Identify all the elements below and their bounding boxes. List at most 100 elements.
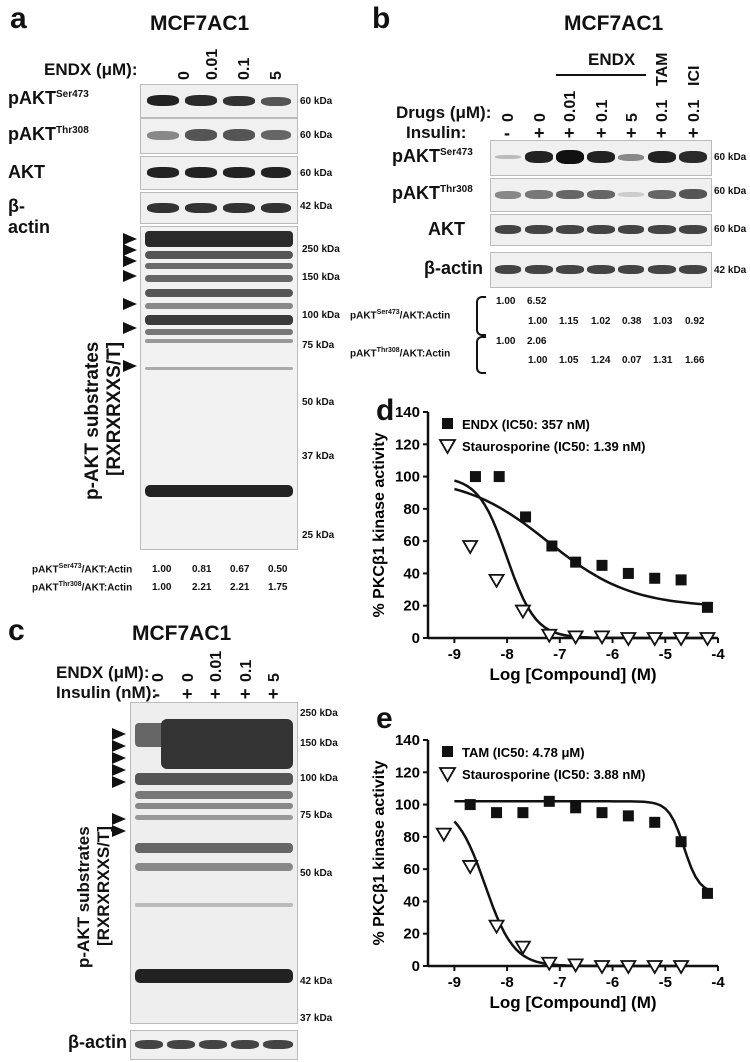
square-marker [543, 795, 555, 807]
y-tick-label: 100 [395, 469, 420, 486]
panel-b-drug-lane-3: 0.1 [594, 99, 611, 122]
panel-c-marker-150: 150 kDa [300, 738, 338, 749]
legend-square-icon [442, 746, 453, 757]
x-tick-label: -5 [659, 974, 672, 991]
y-tick-label: 20 [403, 926, 420, 943]
panel-a-quant-1-2: 0.67 [230, 564, 250, 575]
panel-a-marker-250: 250 kDa [302, 244, 340, 255]
panel-b-q2-r2-4: 1.31 [653, 355, 673, 366]
triangle-marker [514, 604, 532, 620]
square-marker [520, 511, 532, 523]
panel-b-drugs-header: Drugs (μM): [396, 103, 492, 122]
panel-b-bracket-2 [476, 336, 486, 374]
legend-triangle-icon [438, 767, 457, 783]
chart-e: 0 20 40 60 80 100 120 140 -9 -8 -7 -6 -5 -4 Log [Compo… [371, 732, 725, 1012]
y-tick-label: 100 [395, 797, 420, 814]
panel-b-q1-r1-0: 1.00 [496, 296, 516, 307]
panel-a-blot-label-pakt-ser473: pAKTSer473 [8, 88, 89, 108]
x-tick-label: -4 [711, 646, 725, 663]
triangle-marker [593, 960, 611, 975]
panel-c-lane-1: 0 [180, 673, 197, 682]
panel-a-label: a [10, 2, 27, 35]
panel-b-top-lane-ici: ICI [686, 65, 703, 86]
panel-c-lane-2: 0.01 [208, 650, 225, 682]
panel-b-mw-1: 60 kDa [714, 152, 747, 163]
panel-b-title: MCF7AC1 [564, 12, 664, 35]
panel-b-blot-akt [490, 214, 712, 246]
triangle-marker [487, 573, 506, 589]
panel-a-mw-1: 60 kDa [300, 96, 333, 107]
panel-b-ins-1: + [534, 123, 545, 143]
panel-b-quant-label-thr308: pAKTThr308/AKT:Actin [350, 347, 451, 360]
panel-b-blot-label-actin: β-actin [424, 258, 483, 278]
panel-c-ins-4: + [268, 684, 279, 704]
panel-b-blot-actin [490, 252, 712, 288]
panel-a-endx-header: ENDX (μM): [44, 60, 138, 79]
square-marker [469, 471, 481, 483]
legend-triangle-icon [438, 439, 457, 455]
x-tick-label: -7 [553, 974, 566, 991]
panel-a-quant-1-1: 0.81 [192, 564, 212, 575]
panel-a-mw-3: 60 kDa [300, 168, 333, 179]
panel-b-q1-r2-0: 1.00 [528, 316, 548, 327]
legend-label: Staurosporine (IC50: 3.88 nM) [462, 767, 645, 782]
panel-a-quant-1-3: 0.50 [268, 564, 288, 575]
square-marker [546, 540, 558, 552]
y-tick-label: 60 [403, 533, 420, 550]
panel-c-blot-substrates [130, 702, 298, 1024]
y-axis-label: % PKCβ1 kinase activity [371, 760, 388, 945]
panel-a-lane-3: 5 [268, 71, 285, 80]
panel-a-marker-50: 50 kDa [302, 397, 335, 408]
chart-d: 0 20 40 60 80 100 120 140 -9 -8 -7 -6 -5 -4 Log [Compo… [371, 404, 725, 684]
triangle-marker [540, 628, 558, 644]
square-marker [675, 574, 687, 586]
panel-a-blot-substrates [140, 226, 298, 550]
panel-b-endx-bar [556, 74, 646, 76]
panel-a-marker-100: 100 kDa [302, 310, 340, 321]
panel-c-endx-header: ENDX (μM): [56, 663, 150, 682]
legend-label: TAM (IC50: 4.78 μM) [462, 745, 585, 760]
panel-b-q1-r2-4: 1.03 [653, 316, 673, 327]
panel-c-lane-3: 0.1 [238, 659, 255, 682]
square-marker [570, 802, 582, 814]
square-marker [622, 567, 634, 579]
y-tick-label: 0 [412, 958, 420, 975]
triangle-marker [646, 632, 664, 647]
triangle-marker [698, 632, 717, 647]
panel-b-q1-r1-1: 6.52 [527, 296, 547, 307]
panel-b-blot-pakt-ser473 [490, 140, 712, 176]
panel-b-q2-r1-0: 1.00 [496, 336, 516, 347]
panel-c-label: c [8, 614, 25, 647]
panel-b-ins-6: + [688, 123, 699, 143]
y-tick-label: 20 [403, 598, 420, 615]
panel-c-ins-0: - [154, 684, 160, 704]
square-marker [675, 836, 687, 848]
triangle-marker [619, 632, 637, 647]
panel-c-actin-label: β-actin [68, 1032, 127, 1052]
panel-b-endx-group: ENDX [588, 50, 636, 69]
fit-curve-0 [454, 800, 714, 893]
panel-a-lane-2: 0.1 [236, 57, 253, 80]
square-marker [493, 471, 505, 483]
triangle-marker [672, 632, 690, 647]
panel-c-marker-75: 75 kDa [300, 810, 333, 821]
triangle-marker [540, 956, 558, 972]
panel-a-quant-2-2: 2.21 [230, 582, 250, 593]
x-tick-label: -5 [659, 646, 672, 663]
panel-a-marker-25: 25 kDa [302, 530, 335, 541]
panel-a-marker-37: 37 kDa [302, 451, 335, 462]
panel-c-ins-3: + [240, 684, 251, 704]
panel-b-q2-r2-3: 0.07 [622, 355, 642, 366]
panel-b-mw-4: 42 kDa [714, 265, 747, 276]
square-marker [701, 887, 713, 899]
panel-a-blot-akt [140, 156, 298, 190]
panel-a-marker-75: 75 kDa [302, 340, 335, 351]
panel-b-mw-2: 60 kDa [714, 186, 747, 197]
x-tick-label: -8 [500, 646, 513, 663]
square-marker [596, 559, 608, 571]
fit-curve-1 [453, 820, 687, 968]
panel-b-blot-label-pakt-thr308: pAKTThr308 [392, 183, 473, 203]
panel-e-label: e [376, 702, 393, 735]
panel-c-insulin-header: Insulin (nM): [56, 683, 158, 702]
panel-b-drug-lane-4: 5 [624, 113, 641, 122]
